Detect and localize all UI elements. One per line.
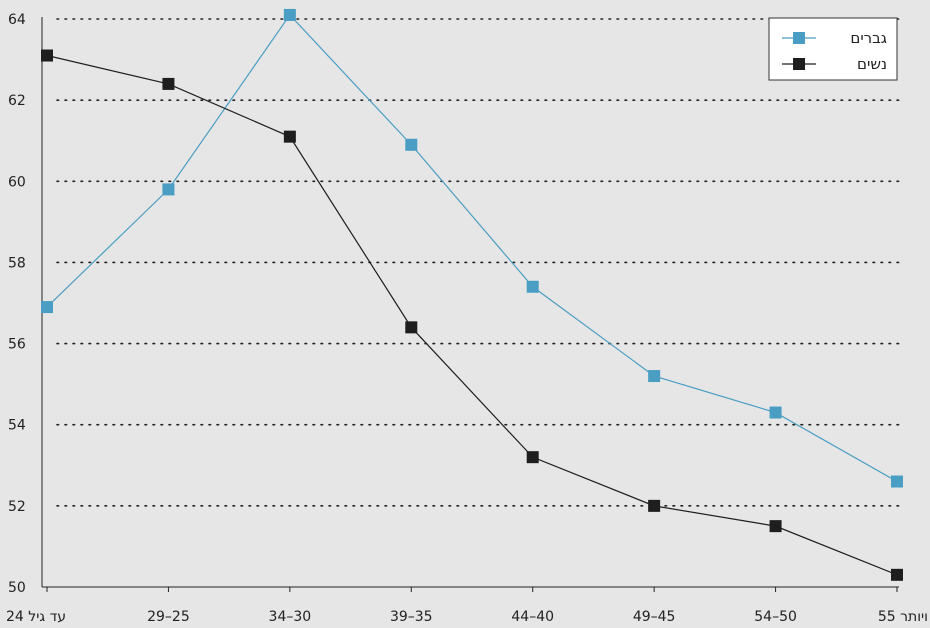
x-tick-label-4: 44–40 [511,609,554,625]
y-tick-label-62: 62 [8,93,26,109]
x-tick-label-5: 49–45 [633,609,676,625]
point-1-1 [162,77,175,90]
x-axis-ticks: עד גיל 24 29–25 34–30 39–35 44–40 49–45 54–50 5… [6,587,928,625]
legend-label-1: נשים [857,55,887,73]
legend-marker-1 [793,58,805,70]
point-1-4 [526,451,539,464]
y-axis-ticks: 50 52 54 56 58 60 62 64 [8,12,26,596]
point-0-0 [41,301,53,314]
x-tick-label-7: 55 ויותר [878,609,928,625]
y-tick-label-52: 52 [8,499,26,515]
point-0-6 [769,406,782,419]
series-group [41,8,903,581]
x-tick-label-6: 54–50 [754,609,797,625]
point-0-2 [283,8,296,21]
legend: גברים נשים [768,17,898,81]
point-0-7 [891,475,903,488]
series-line-0 [46,13,898,483]
point-1-5 [648,499,661,512]
y-tick-label-58: 58 [8,255,26,271]
gridlines [56,18,903,507]
y-tick-label-56: 56 [8,337,26,353]
point-0-5 [648,370,661,383]
x-tick-label-1: 29–25 [147,609,190,625]
y-tick-label-64: 64 [8,12,26,28]
y-tick-label-60: 60 [8,174,26,190]
point-0-3 [405,138,418,151]
point-1-3 [405,321,418,334]
x-tick-label-2: 34–30 [269,609,312,625]
legend-label-0: גברים [850,29,887,47]
legend-marker-0 [793,32,805,44]
y-tick-label-54: 54 [8,418,26,434]
point-1-2 [283,130,296,143]
point-1-6 [769,520,782,533]
legend-box [768,17,898,81]
series-line-1 [46,54,898,576]
point-1-7 [891,568,903,581]
x-tick-label-0: עד גיל 24 [6,609,66,625]
y-tick-label-50: 50 [8,580,26,596]
x-tick-label-3: 39–35 [390,609,433,625]
point-0-1 [162,183,175,196]
point-0-4 [526,280,539,293]
point-1-0 [41,49,53,62]
